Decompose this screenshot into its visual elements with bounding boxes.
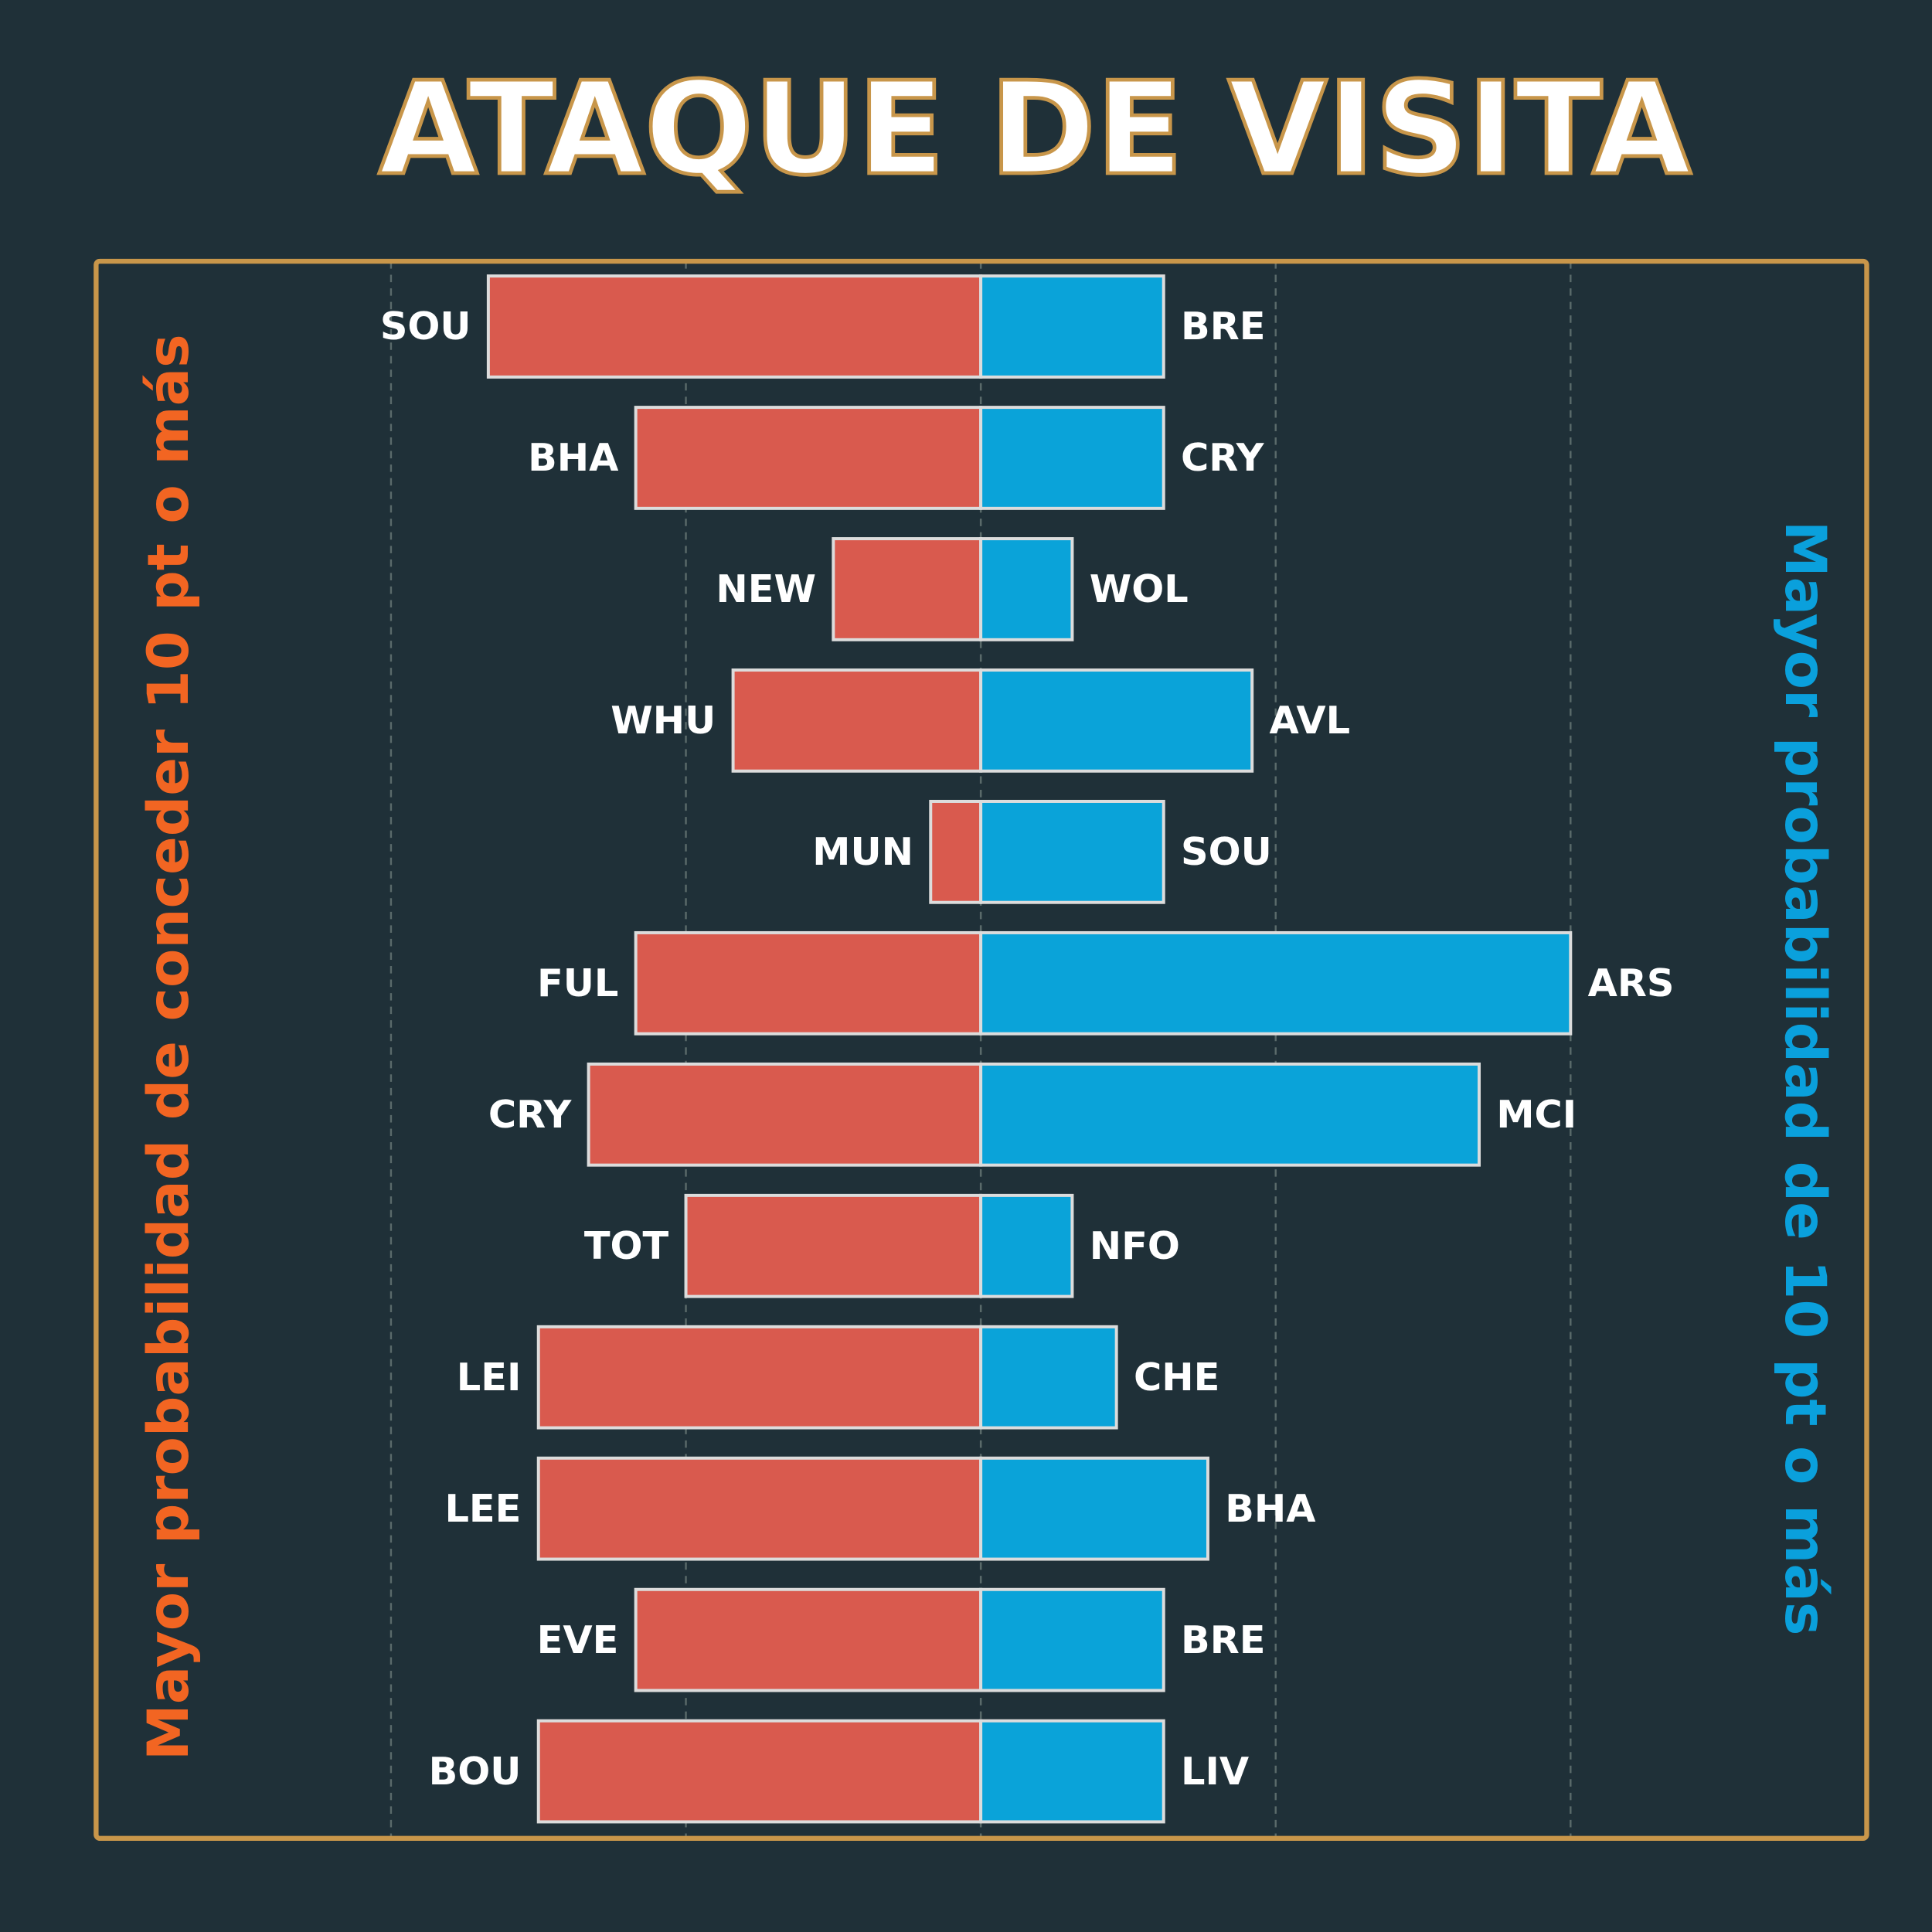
right-category-label: LIV (1181, 1749, 1249, 1794)
right-bar (979, 799, 1165, 904)
right-bar (979, 1193, 1074, 1298)
left-category-label: LEI (457, 1355, 522, 1400)
right-category-label: CRY (1181, 435, 1265, 480)
left-bar (929, 799, 983, 904)
left-category-label: EVE (537, 1617, 619, 1662)
left-category-label: BHA (528, 435, 618, 480)
right-category-label: ARS (1588, 961, 1675, 1005)
left-category-label: BOU (429, 1749, 522, 1794)
left-category-label: SOU (380, 304, 471, 349)
right-bar (979, 537, 1074, 641)
right-category-label: MCI (1496, 1092, 1577, 1137)
left-category-label: TOT (584, 1223, 669, 1268)
left-bar (634, 406, 983, 510)
right-category-label: BRE (1181, 1617, 1265, 1662)
right-bar (979, 1062, 1481, 1167)
left-category-label: LEE (444, 1486, 521, 1531)
right-category-label: CHE (1134, 1355, 1219, 1400)
right-category-label: BHA (1225, 1486, 1315, 1531)
left-bar (486, 274, 983, 379)
left-bar (587, 1062, 983, 1167)
right-axis-label: Mayor probabilidad de 10 pt o más (1772, 521, 1838, 1636)
right-bar (979, 1325, 1118, 1430)
right-bar (979, 1719, 1165, 1824)
left-bar (832, 537, 983, 641)
right-category-label: BRE (1181, 304, 1265, 349)
right-category-label: AVL (1270, 698, 1351, 743)
frame (94, 258, 1869, 1842)
left-bar (536, 1325, 983, 1430)
right-category-label: NFO (1090, 1223, 1180, 1268)
right-category-label: SOU (1181, 829, 1272, 874)
left-bar (536, 1456, 983, 1561)
right-category-label: WOL (1090, 566, 1189, 611)
right-bar (979, 668, 1254, 773)
left-category-label: FUL (537, 961, 618, 1005)
left-bar (684, 1193, 983, 1298)
left-category-label: WHU (611, 698, 716, 743)
right-bar (979, 1456, 1209, 1561)
grid (389, 261, 1572, 1838)
left-bar (634, 1587, 983, 1692)
left-axis-label: Mayor probabilidad de conceder 10 pt o m… (136, 334, 202, 1760)
left-bar (731, 668, 983, 773)
right-bar (979, 1587, 1165, 1692)
bars: SOU BRE BHA CRY NEW WOL WHU AVL MUN SOU FUL ARS CRY M… (380, 274, 1675, 1824)
left-category-label: MUN (812, 829, 913, 874)
right-bar (979, 274, 1165, 379)
right-bar (979, 930, 1573, 1036)
left-bar (536, 1719, 983, 1824)
left-category-label: CRY (488, 1092, 573, 1137)
right-bar (979, 406, 1165, 510)
chart-title: ATAQUE DE VISITA (379, 55, 1692, 204)
left-category-label: NEW (716, 566, 816, 611)
left-bar (634, 930, 983, 1036)
